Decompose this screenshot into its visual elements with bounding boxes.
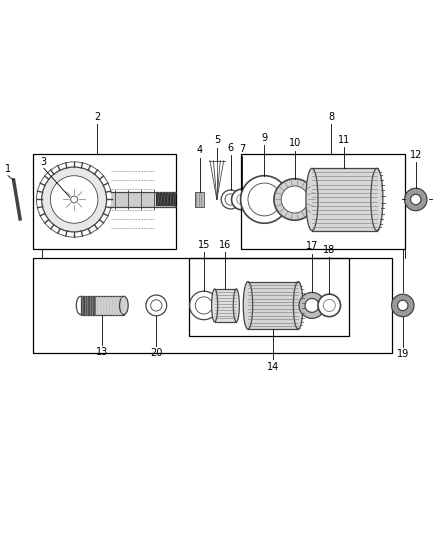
Circle shape [50,176,98,223]
Bar [248,281,298,329]
Text: 11: 11 [338,134,350,144]
Bar [240,154,405,249]
Bar [81,296,124,314]
Circle shape [318,294,340,317]
Bar [195,192,204,207]
Text: 13: 13 [96,347,108,357]
Text: 3: 3 [41,157,47,167]
Ellipse shape [243,281,253,329]
Circle shape [232,189,252,210]
Bar [189,258,349,336]
Circle shape [71,196,78,203]
Text: 6: 6 [228,143,234,153]
Bar [312,168,377,231]
Circle shape [237,195,247,205]
Text: 18: 18 [323,245,336,255]
Ellipse shape [120,296,128,314]
Text: 7: 7 [239,144,245,154]
Circle shape [274,179,315,220]
Text: 2: 2 [94,111,100,122]
Circle shape [146,295,167,316]
Text: 10: 10 [289,139,301,149]
Circle shape [151,300,162,311]
Ellipse shape [371,168,383,231]
Text: 14: 14 [267,361,279,372]
Bar [215,289,236,322]
Bar [96,296,124,314]
Text: 5: 5 [214,135,220,146]
Bar [33,258,392,353]
Circle shape [323,300,336,311]
Circle shape [240,176,288,223]
Text: 9: 9 [261,133,268,143]
Bar [33,154,176,249]
Text: 20: 20 [150,348,162,358]
Ellipse shape [233,289,239,322]
Ellipse shape [306,168,318,231]
Circle shape [248,183,281,216]
Circle shape [221,190,240,209]
Text: 19: 19 [397,349,409,359]
Text: 12: 12 [410,150,422,160]
Bar [156,192,175,206]
Text: 15: 15 [198,240,210,250]
Circle shape [281,186,308,213]
Text: 8: 8 [328,111,334,122]
Circle shape [225,194,236,205]
Bar [111,192,176,207]
Ellipse shape [212,289,218,322]
Bar [81,296,96,314]
Circle shape [42,167,106,232]
Text: 1: 1 [5,164,11,174]
Text: 17: 17 [306,241,318,252]
Ellipse shape [293,281,303,329]
Text: 16: 16 [219,240,232,250]
Text: 4: 4 [197,146,203,155]
